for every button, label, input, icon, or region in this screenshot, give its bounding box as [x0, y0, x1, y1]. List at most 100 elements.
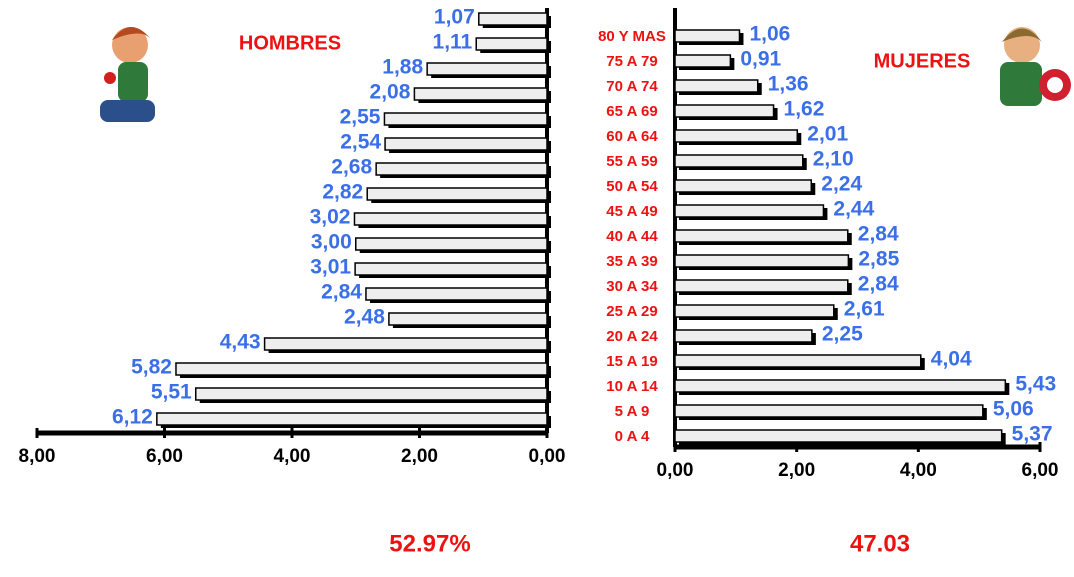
- bar: [376, 163, 547, 175]
- value-label: 5,82: [131, 356, 172, 379]
- bar: [414, 88, 547, 100]
- value-label: 5,06: [993, 398, 1034, 421]
- category-label: 40 A 44: [606, 228, 658, 245]
- category-label: 60 A 64: [606, 128, 658, 145]
- value-label: 2,48: [344, 306, 385, 329]
- bar: [366, 288, 547, 300]
- bar: [675, 380, 1005, 392]
- value-label: 5,51: [151, 381, 192, 404]
- bar: [384, 113, 547, 125]
- category-label: 45 A 49: [606, 203, 657, 220]
- x-tick-label: 6,00: [146, 446, 183, 467]
- value-label: 2,10: [813, 148, 854, 171]
- value-label: 2,24: [821, 173, 862, 196]
- bar: [176, 363, 547, 375]
- category-label: 25 A 29: [606, 303, 657, 320]
- bar: [476, 38, 547, 50]
- bar: [675, 155, 803, 167]
- bar: [675, 55, 730, 67]
- value-label: 1,07: [434, 6, 475, 29]
- x-tick-label: 2,00: [401, 446, 438, 467]
- category-label: 30 A 34: [606, 278, 658, 295]
- bar: [675, 130, 797, 142]
- series-title: HOMBRES: [239, 32, 341, 54]
- category-label: 50 A 54: [606, 178, 658, 195]
- share-label: 47.03: [850, 530, 910, 557]
- bar: [675, 330, 812, 342]
- bar: [675, 230, 848, 242]
- bar: [675, 30, 739, 42]
- x-tick-label: 6,00: [1022, 460, 1059, 481]
- bar: [427, 63, 547, 75]
- category-label: 55 A 59: [606, 153, 657, 170]
- category-label: 65 A 69: [606, 103, 657, 120]
- value-label: 2,82: [322, 181, 363, 204]
- bar: [675, 430, 1002, 442]
- value-label: 2,61: [844, 298, 885, 321]
- value-label: 2,08: [370, 81, 411, 104]
- x-tick-label: 0,00: [529, 446, 566, 467]
- value-label: 1,88: [382, 56, 423, 79]
- bar: [355, 263, 547, 275]
- value-label: 3,01: [310, 256, 351, 279]
- bar: [675, 305, 834, 317]
- bar: [675, 255, 848, 267]
- girl-icon: [1000, 27, 1071, 106]
- bar: [356, 238, 547, 250]
- value-label: 2,84: [321, 281, 362, 304]
- category-label: 20 A 24: [606, 328, 658, 345]
- value-label: 2,25: [822, 323, 863, 346]
- bar: [675, 80, 758, 92]
- value-label: 4,43: [220, 331, 261, 354]
- bar: [675, 280, 848, 292]
- bar: [675, 205, 823, 217]
- category-label: 70 A 74: [606, 78, 658, 95]
- value-label: 2,55: [340, 106, 381, 129]
- value-label: 3,00: [311, 231, 352, 254]
- value-label: 4,04: [931, 348, 972, 371]
- category-label: 15 A 19: [606, 353, 657, 370]
- value-label: 2,44: [833, 198, 874, 221]
- x-tick-label: 4,00: [900, 460, 937, 481]
- value-label: 5,37: [1012, 423, 1053, 446]
- bar: [354, 213, 547, 225]
- x-tick-label: 8,00: [19, 446, 56, 467]
- category-label: 0 A 4: [615, 428, 650, 445]
- bar: [265, 338, 547, 350]
- bar: [479, 13, 547, 25]
- category-label: 80 Y MAS: [598, 28, 666, 45]
- bar: [157, 413, 547, 425]
- value-label: 1,62: [784, 98, 825, 121]
- value-label: 1,11: [433, 31, 473, 54]
- bar: [367, 188, 547, 200]
- x-tick-label: 2,00: [778, 460, 815, 481]
- x-tick-label: 4,00: [274, 446, 311, 467]
- bar: [196, 388, 547, 400]
- category-label: 10 A 14: [606, 378, 658, 395]
- share-label: 52.97%: [389, 530, 470, 557]
- category-label: 35 A 39: [606, 253, 657, 270]
- chart: 80 Y MAS 75 A 79 70 A 74 65 A 69 60 A 64 55 A…: [0, 0, 1074, 577]
- category-label: 5 A 9: [615, 403, 650, 420]
- value-label: 0,91: [740, 48, 781, 71]
- value-label: 5,43: [1015, 373, 1056, 396]
- value-label: 1,36: [768, 73, 809, 96]
- bar: [385, 138, 547, 150]
- value-label: 2,68: [331, 156, 372, 179]
- bar: [389, 313, 547, 325]
- value-label: 2,85: [858, 248, 899, 271]
- boy-icon: [100, 27, 155, 122]
- category-label: 75 A 79: [606, 53, 657, 70]
- bar: [675, 355, 921, 367]
- bar: [675, 180, 811, 192]
- value-label: 2,84: [858, 223, 899, 246]
- x-tick-label: 0,00: [657, 460, 694, 481]
- bar: [675, 405, 983, 417]
- value-label: 2,01: [807, 123, 848, 146]
- value-label: 1,06: [749, 23, 790, 46]
- value-label: 2,84: [858, 273, 899, 296]
- value-label: 3,02: [310, 206, 351, 229]
- value-label: 6,12: [112, 406, 153, 429]
- value-label: 2,54: [340, 131, 381, 154]
- series-title: MUJERES: [874, 50, 971, 72]
